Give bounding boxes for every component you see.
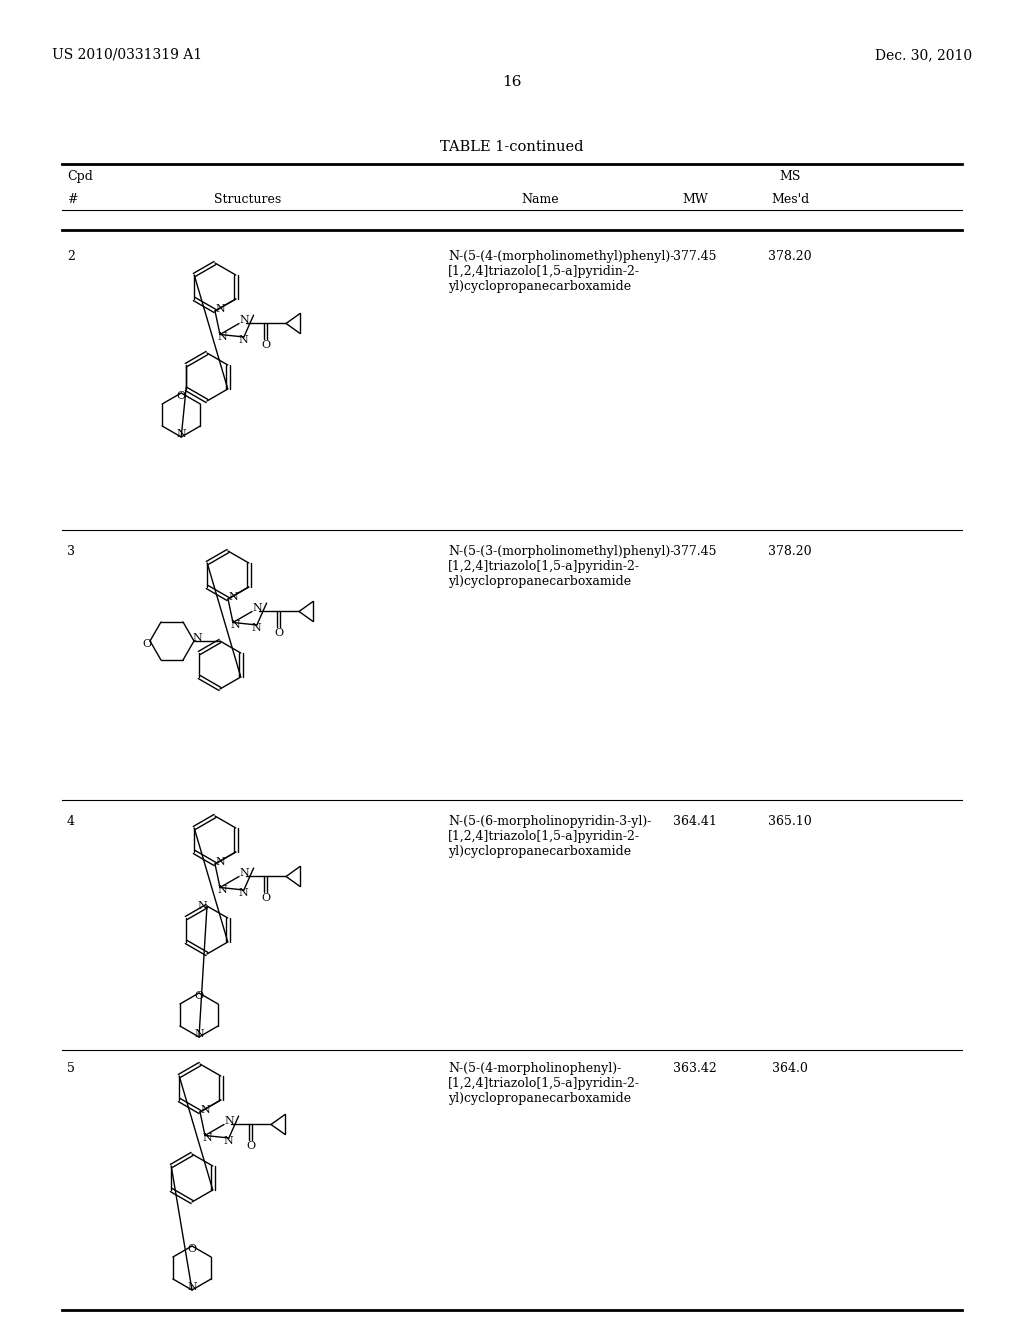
Text: 377.45: 377.45 <box>673 249 717 263</box>
Text: N: N <box>238 335 248 345</box>
Text: MW: MW <box>682 193 708 206</box>
Text: O: O <box>246 1142 255 1151</box>
Text: O: O <box>261 341 270 351</box>
Text: O: O <box>261 894 270 903</box>
Text: N: N <box>215 857 225 867</box>
Text: Mes'd: Mes'd <box>771 193 809 206</box>
Text: Dec. 30, 2010: Dec. 30, 2010 <box>874 48 972 62</box>
Text: Name: Name <box>521 193 559 206</box>
Text: 3: 3 <box>67 545 75 558</box>
Text: Cpd: Cpd <box>67 170 93 183</box>
Text: O: O <box>142 639 152 649</box>
Text: N: N <box>230 620 240 631</box>
Text: N: N <box>187 1282 197 1292</box>
Text: N: N <box>251 623 261 634</box>
Text: 363.42: 363.42 <box>673 1063 717 1074</box>
Text: N: N <box>195 1030 204 1039</box>
Text: 4: 4 <box>67 814 75 828</box>
Text: N: N <box>217 886 227 895</box>
Text: 365.10: 365.10 <box>768 814 812 828</box>
Text: N: N <box>176 429 186 440</box>
Text: TABLE 1-continued: TABLE 1-continued <box>440 140 584 154</box>
Text: N: N <box>198 902 207 911</box>
Text: N: N <box>224 1117 233 1126</box>
Text: N: N <box>200 1105 210 1115</box>
Text: MS: MS <box>779 170 801 183</box>
Text: 378.20: 378.20 <box>768 545 812 558</box>
Text: 2: 2 <box>67 249 75 263</box>
Text: N: N <box>217 333 227 342</box>
Text: N: N <box>238 888 248 898</box>
Text: 16: 16 <box>502 75 522 88</box>
Text: Structures: Structures <box>214 193 282 206</box>
Text: N: N <box>228 591 238 602</box>
Text: N: N <box>193 634 202 643</box>
Text: O: O <box>187 1243 197 1254</box>
Text: N: N <box>240 869 249 879</box>
Text: N-(5-(6-morpholinopyridin-3-yl)-
[1,2,4]triazolo[1,5-a]pyridin-2-
yl)cyclopropan: N-(5-(6-morpholinopyridin-3-yl)- [1,2,4]… <box>449 814 651 858</box>
Text: N: N <box>240 315 249 326</box>
Text: N: N <box>202 1134 212 1143</box>
Text: #: # <box>67 193 78 206</box>
Text: 378.20: 378.20 <box>768 249 812 263</box>
Text: 364.41: 364.41 <box>673 814 717 828</box>
Text: N: N <box>223 1137 232 1146</box>
Text: N-(5-(4-morpholinophenyl)-
[1,2,4]triazolo[1,5-a]pyridin-2-
yl)cyclopropanecarbo: N-(5-(4-morpholinophenyl)- [1,2,4]triazo… <box>449 1063 640 1105</box>
Text: O: O <box>195 991 204 1001</box>
Text: N-(5-(4-(morpholinomethyl)phenyl)-
[1,2,4]triazolo[1,5-a]pyridin-2-
yl)cycloprop: N-(5-(4-(morpholinomethyl)phenyl)- [1,2,… <box>449 249 675 293</box>
Text: 5: 5 <box>67 1063 75 1074</box>
Text: N-(5-(3-(morpholinomethyl)phenyl)-
[1,2,4]triazolo[1,5-a]pyridin-2-
yl)cycloprop: N-(5-(3-(morpholinomethyl)phenyl)- [1,2,… <box>449 545 675 587</box>
Text: 364.0: 364.0 <box>772 1063 808 1074</box>
Text: O: O <box>274 628 283 639</box>
Text: O: O <box>177 391 185 401</box>
Text: N: N <box>215 304 225 314</box>
Text: US 2010/0331319 A1: US 2010/0331319 A1 <box>52 48 202 62</box>
Text: N: N <box>252 603 262 614</box>
Text: 377.45: 377.45 <box>673 545 717 558</box>
